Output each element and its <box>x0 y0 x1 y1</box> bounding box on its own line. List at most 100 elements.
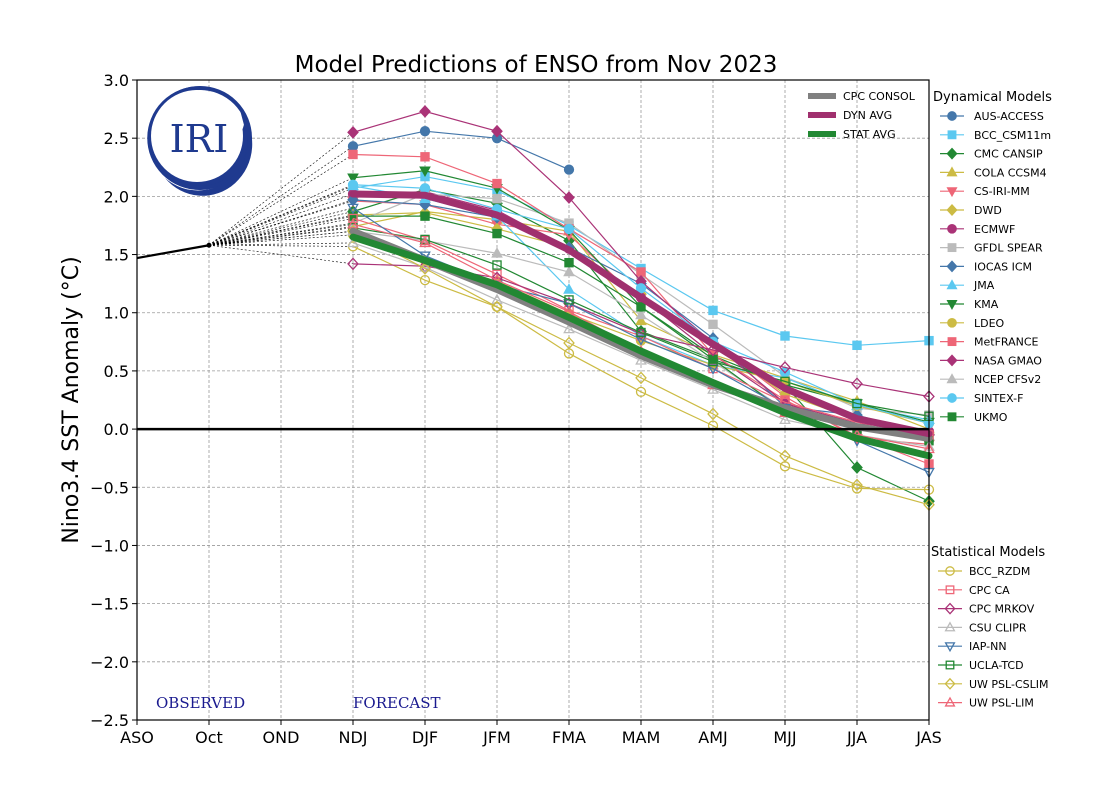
legend-marker-uw-psl-lim <box>944 696 956 707</box>
connector-iap-nn <box>208 207 354 246</box>
legend-marker-bcc-csm11m <box>947 130 957 140</box>
point-ukmo <box>636 302 646 312</box>
legend-label-stat-avg: STAT AVG <box>843 128 896 141</box>
x-tick-label: AMJ <box>698 728 727 747</box>
legend-marker-iap-nn <box>944 642 956 653</box>
point-metfrance <box>420 152 430 162</box>
y-tick-label: 0.0 <box>104 420 129 439</box>
x-tick-label: NDJ <box>338 728 367 747</box>
series-line-uw-psl-cslim <box>352 230 930 506</box>
connector-aus-access <box>208 146 354 246</box>
legend-label-iocas-icm: IOCAS ICM <box>974 260 1032 273</box>
connector-metfrance <box>208 154 354 246</box>
logo-text: IRI <box>170 117 229 161</box>
series-lines <box>136 105 935 512</box>
legend-title-dynamical: Dynamical Models <box>933 90 1052 105</box>
x-tick-label: JFM <box>482 728 511 747</box>
legend-marker-kma <box>946 299 958 310</box>
observed-line <box>136 244 210 260</box>
chart-title: Model Predictions of ENSO from Nov 2023 <box>295 52 778 78</box>
y-tick-label: 0.5 <box>104 362 129 381</box>
point-aus-access <box>563 164 575 175</box>
plot-frame <box>136 79 930 721</box>
point-cpc-mrkov <box>779 361 791 374</box>
point-csu-clipr <box>779 413 791 425</box>
legend-label-metfrance: MetFRANCE <box>974 336 1039 349</box>
y-tick-label: −1.5 <box>90 595 129 614</box>
legend-label-bcc-rzdm: BCC_RZDM <box>969 565 1030 578</box>
series-uw-psl-cslim <box>347 224 935 512</box>
legend-label-kma: KMA <box>974 298 999 311</box>
point-sintex-f <box>419 183 431 194</box>
legend-label-nasa-gmao: NASA GMAO <box>974 354 1042 367</box>
legend-marker-cola-ccsm4 <box>946 166 958 177</box>
point-ucla-tcd <box>492 260 502 270</box>
y-tick-label: −1.0 <box>90 536 129 555</box>
connector-uw-psl-lim <box>208 223 354 246</box>
x-tick-label: Oct <box>195 728 223 747</box>
legend-marker-csu-clipr <box>944 621 956 632</box>
legend-marker-ecmwf <box>947 223 957 234</box>
x-tick-label: FMA <box>552 728 586 747</box>
point-nasa-gmao <box>563 191 575 204</box>
legend-label-cpc-mrkov: CPC MRKOV <box>969 603 1035 616</box>
x-tick-label: JJA <box>846 728 867 747</box>
point-sintex-f <box>635 283 647 294</box>
point-csu-clipr <box>491 293 503 305</box>
legend-marker-cs-iri-mm <box>946 187 958 198</box>
point-ucla-tcd <box>636 327 646 338</box>
connector-kma <box>208 177 354 246</box>
point-ukmo <box>492 228 502 239</box>
connector-ecmwf <box>208 193 354 246</box>
legend-marker-ukmo <box>947 412 957 422</box>
point-ucla-tcd <box>708 356 718 367</box>
forecast-label: FORECAST <box>353 694 441 712</box>
legend-label-ldeo: LDEO <box>974 317 1005 330</box>
y-axis-label: Nino3.4 SST Anomaly (°C) <box>59 256 84 543</box>
connector-uw-psl-cslim <box>208 230 354 246</box>
x-tick-label: DJF <box>412 728 438 747</box>
x-tick-label: MJJ <box>773 728 796 747</box>
point-ncep-cfsv2 <box>635 308 647 320</box>
legend-label-ucla-tcd: UCLA-TCD <box>969 659 1024 672</box>
point-uw-psl-cslim <box>491 300 503 314</box>
point-uw-psl-cslim <box>851 478 863 492</box>
point-uw-psl-cslim <box>419 262 431 275</box>
legend-title-statistical: Statistical Models <box>931 545 1045 560</box>
point-metfrance <box>636 267 646 277</box>
point-nasa-gmao <box>491 124 503 138</box>
point-kma <box>419 166 431 178</box>
x-tick-label: JAS <box>915 728 942 747</box>
y-tick-label: 2.0 <box>104 187 129 206</box>
iri-logo: IRI <box>147 86 253 196</box>
point-sintex-f <box>347 179 359 190</box>
point-ncep-cfsv2 <box>563 265 575 277</box>
legend-label-uw-psl-cslim: UW PSL-CSLIM <box>969 678 1048 691</box>
point-ucla-tcd <box>564 295 574 305</box>
legend-label-uw-psl-lim: UW PSL-LIM <box>969 697 1034 710</box>
y-tick-label: −0.5 <box>90 478 129 497</box>
point-ukmo <box>420 211 430 221</box>
legend-marker-sintex-f <box>947 393 957 403</box>
point-nasa-gmao <box>419 105 431 118</box>
legend-label-csu-clipr: CSU CLIPR <box>969 621 1027 634</box>
y-tick-label: 1.5 <box>104 246 129 265</box>
legend-label-aus-access: AUS-ACCESS <box>974 110 1044 123</box>
point-csu-clipr <box>563 322 575 334</box>
legend-marker-aus-access <box>947 111 957 121</box>
point-kma <box>347 173 359 185</box>
legend-marker-gfdl-spear <box>947 243 957 253</box>
point-jma <box>563 283 575 294</box>
point-nasa-gmao <box>347 126 359 139</box>
point-uw-psl-cslim <box>635 371 647 385</box>
legend-label-cmc-cansip: CMC CANSIP <box>974 148 1043 161</box>
connector-cpc-mrkov <box>208 244 354 265</box>
avg-line-dyn-avg <box>349 190 933 438</box>
connector-bcc-csm11m <box>208 187 354 246</box>
legend-label-dwd: DWD <box>974 204 1002 217</box>
x-tick-label: ASO <box>120 728 154 747</box>
point-cpc-mrkov <box>851 377 863 391</box>
connector-ukmo <box>208 215 354 246</box>
connector-ldeo <box>208 234 354 246</box>
